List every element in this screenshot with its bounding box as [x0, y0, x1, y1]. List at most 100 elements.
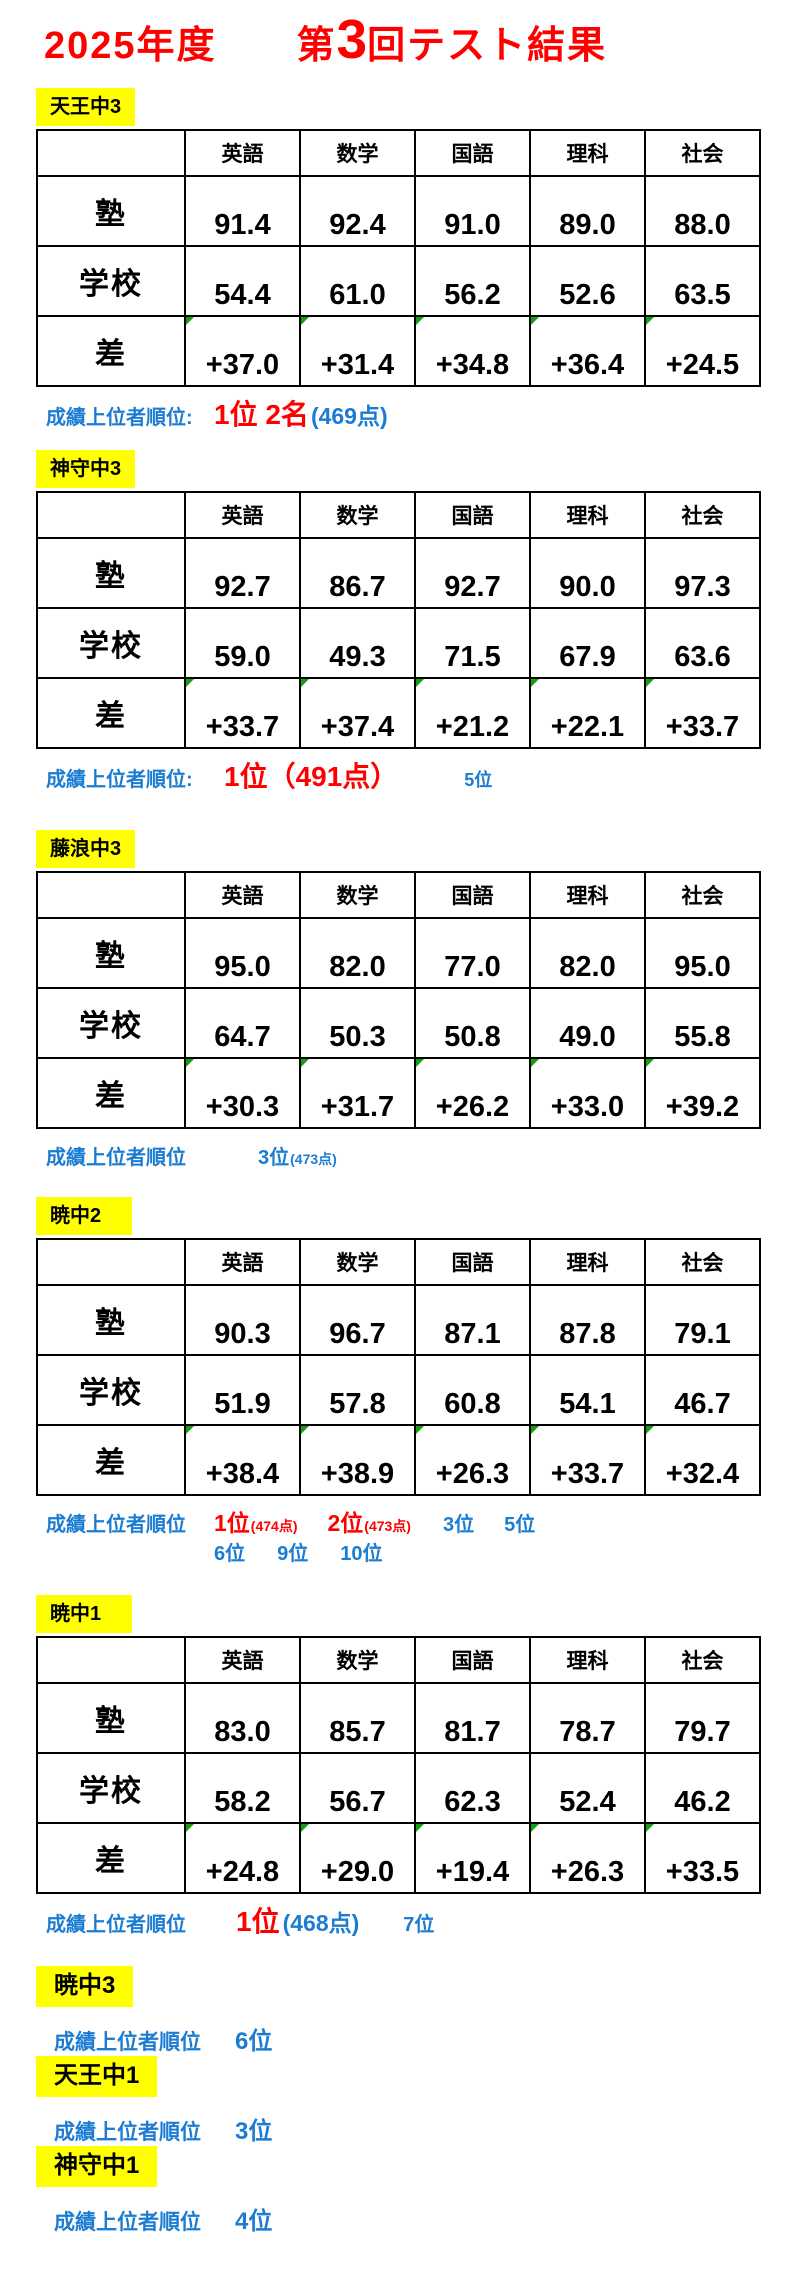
- ranking-values-row: 1位 (474点) 2位 (473点) 3位 5位: [214, 1510, 535, 1537]
- score-cell: 50.3: [299, 987, 416, 1059]
- school-label: 神守中3: [36, 450, 136, 488]
- ranking-line-block: 成績上位者順位 3位 (473点): [36, 1141, 796, 1170]
- score-cell: 81.7: [414, 1682, 531, 1754]
- score-cell: 91.4: [184, 175, 301, 247]
- results-table: 英語 数学 国語 理科 社会塾 83.0 85.7 81.7 78.7 79.7 学校 58.2 56.…: [36, 1636, 761, 1894]
- column-header: 社会: [644, 129, 761, 177]
- table-row: 学校 54.4 61.0 56.2 52.6 63.5: [36, 245, 761, 317]
- score-cell: +29.0: [299, 1822, 416, 1894]
- page-title: 2025年度 第3回テスト結果: [44, 8, 607, 71]
- ranking-label: 成績上位者順位: [54, 2120, 201, 2144]
- ranking-line-block: 成績上位者順位: 1位（491点） 5位: [36, 761, 796, 793]
- score-cell: +26.3: [414, 1424, 531, 1496]
- score-cell: 79.1: [644, 1284, 761, 1356]
- row-label: 塾: [36, 537, 186, 609]
- score-cell: 95.0: [184, 917, 301, 989]
- column-header: 国語: [414, 871, 531, 919]
- table-row: 塾 92.7 86.7 92.7 90.0 97.3: [36, 537, 761, 609]
- school-label: 藤浪中3: [36, 830, 136, 868]
- table-row: 差 +37.0 +31.4 +34.8 +36.4 +24.5: [36, 315, 761, 387]
- score-cell: 85.7: [299, 1682, 416, 1754]
- score-cell: 63.6: [644, 607, 761, 679]
- results-table: 英語 数学 国語 理科 社会塾 92.7 86.7 92.7 90.0 97.3 学校 59.0 49.…: [36, 491, 761, 749]
- ranking-values: 1位（491点） 5位: [214, 761, 492, 793]
- row-label: 学校: [36, 607, 186, 679]
- column-header: 社会: [644, 491, 761, 539]
- ranking-value: 6位: [214, 1543, 246, 1565]
- score-cell: +32.4: [644, 1424, 761, 1496]
- ranking-value: (474点): [250, 1518, 298, 1534]
- ranking-line-block: 成績上位者順位 3位: [36, 2111, 556, 2146]
- column-header: 社会: [644, 1636, 761, 1684]
- score-cell: +31.4: [299, 315, 416, 387]
- column-header: 理科: [529, 491, 646, 539]
- corner-cell: [36, 491, 186, 539]
- score-cell: 87.8: [529, 1284, 646, 1356]
- table-row: 差 +33.7 +37.4 +21.2 +22.1 +33.7: [36, 677, 761, 749]
- ranking-values: 3位 (473点): [214, 1147, 337, 1170]
- ranking-label: 成績上位者順位:: [46, 769, 193, 791]
- score-cell: 90.3: [184, 1284, 301, 1356]
- score-cell: 59.0: [184, 607, 301, 679]
- score-cell: +38.4: [184, 1424, 301, 1496]
- table-header-row: 英語 数学 国語 理科 社会: [36, 871, 761, 919]
- score-cell: 55.8: [644, 987, 761, 1059]
- ranking-value: 4位: [235, 2207, 273, 2235]
- ranking-line-block: 成績上位者順位 4位: [36, 2201, 556, 2236]
- score-cell: 60.8: [414, 1354, 531, 1426]
- ranking-values-row: 3位 (473点): [214, 1147, 337, 1170]
- ranking-line-block: 成績上位者順位: 1位 2名 (469点): [36, 399, 796, 431]
- row-label: 差: [36, 315, 186, 387]
- school-label: 暁中3: [36, 1966, 134, 2007]
- mini-school-section: 暁中3 成績上位者順位 6位: [36, 1966, 556, 2056]
- score-cell: +24.8: [184, 1822, 301, 1894]
- ranking-value: 1位: [214, 1510, 250, 1536]
- column-header: 数学: [299, 1636, 416, 1684]
- row-label: 差: [36, 1822, 186, 1894]
- score-cell: +37.0: [184, 315, 301, 387]
- column-header: 理科: [529, 1238, 646, 1286]
- table-row: 差 +30.3 +31.7 +26.2 +33.0 +39.2: [36, 1057, 761, 1129]
- mini-school-section: 天王中1 成績上位者順位 3位: [36, 2056, 556, 2146]
- score-cell: 61.0: [299, 245, 416, 317]
- column-header: 社会: [644, 1238, 761, 1286]
- table-row: 学校 51.9 57.8 60.8 54.1 46.7: [36, 1354, 761, 1426]
- school-section: 暁中2 英語 数学 国語 理科 社会塾 90.3 96.7 87.1 87.8 79.1 学校 51.9…: [36, 1197, 796, 1566]
- score-cell: +33.0: [529, 1057, 646, 1129]
- score-cell: 56.7: [299, 1752, 416, 1824]
- score-cell: 89.0: [529, 175, 646, 247]
- results-table: 英語 数学 国語 理科 社会塾 90.3 96.7 87.1 87.8 79.1 学校 51.9 57.…: [36, 1238, 761, 1496]
- column-header: 理科: [529, 871, 646, 919]
- score-cell: 52.6: [529, 245, 646, 317]
- ranking-value: 5位: [504, 1514, 536, 1536]
- row-label: 差: [36, 677, 186, 749]
- score-cell: +33.7: [644, 677, 761, 749]
- column-header: 社会: [644, 871, 761, 919]
- ranking-values: 1位 2名 (469点): [214, 399, 388, 431]
- school-label: 天王中3: [36, 88, 136, 126]
- score-cell: 71.5: [414, 607, 531, 679]
- score-cell: 56.2: [414, 245, 531, 317]
- school-label: 暁中2: [36, 1197, 132, 1235]
- column-header: 数学: [299, 1238, 416, 1286]
- score-cell: +36.4: [529, 315, 646, 387]
- score-cell: 90.0: [529, 537, 646, 609]
- score-cell: 82.0: [529, 917, 646, 989]
- corner-cell: [36, 129, 186, 177]
- column-header: 数学: [299, 491, 416, 539]
- score-cell: 86.7: [299, 537, 416, 609]
- ranking-value: 6位: [235, 2027, 273, 2055]
- ranking-value: (468点): [282, 1910, 360, 1936]
- ranking-value: 7位: [403, 1914, 435, 1936]
- score-cell: +22.1: [529, 677, 646, 749]
- score-cell: 51.9: [184, 1354, 301, 1426]
- school-section: 暁中1 英語 数学 国語 理科 社会塾 83.0 85.7 81.7 78.7 79.7 学校 58.2…: [36, 1595, 796, 1938]
- results-table: 英語 数学 国語 理科 社会塾 95.0 82.0 77.0 82.0 95.0 学校 64.7 50.…: [36, 871, 761, 1129]
- column-header: 英語: [184, 1238, 301, 1286]
- corner-cell: [36, 1238, 186, 1286]
- corner-cell: [36, 871, 186, 919]
- column-header: 英語: [184, 129, 301, 177]
- score-cell: +33.7: [184, 677, 301, 749]
- row-label: 塾: [36, 1682, 186, 1754]
